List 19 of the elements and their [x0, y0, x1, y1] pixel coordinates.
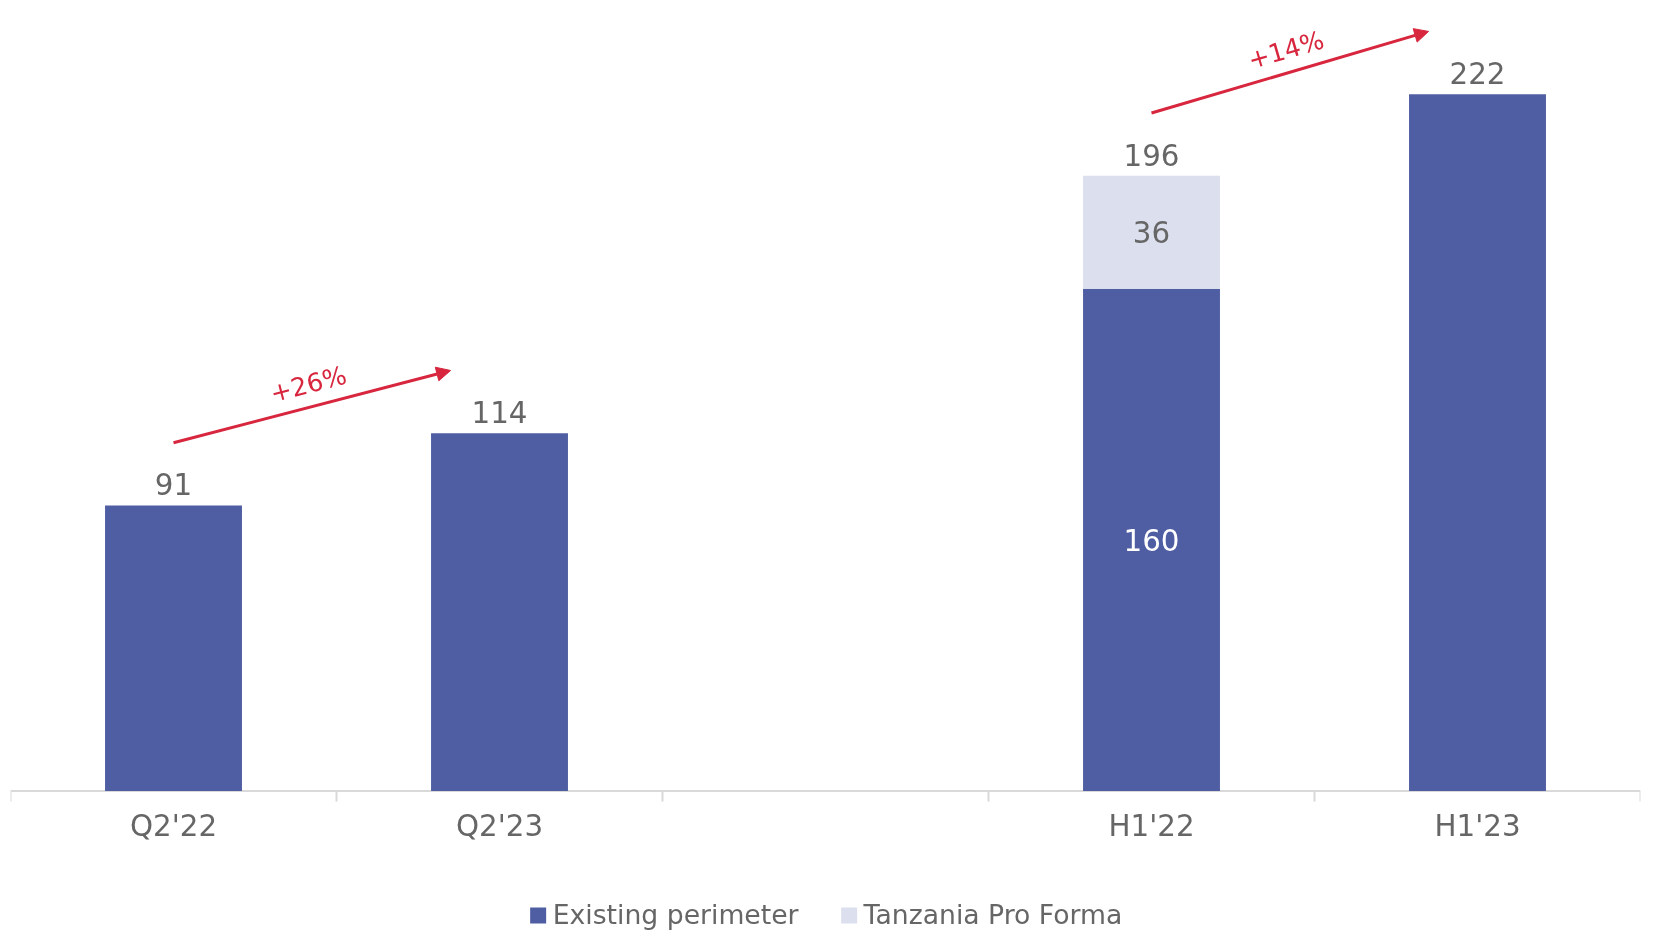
bar [431, 433, 568, 792]
annotation: +26% [267, 359, 350, 409]
x-tick-label: Q2'23 [455, 809, 544, 844]
total-label: 114 [471, 396, 528, 431]
bar [105, 505, 242, 792]
text: +14% [1244, 24, 1328, 76]
x-tick-label: Q2'22 [129, 809, 218, 844]
bar [1409, 94, 1546, 792]
x-tick-label: H1'23 [1434, 809, 1521, 844]
bar [1083, 288, 1220, 792]
total-label: 196 [1123, 138, 1180, 173]
data-label: 160 [1123, 523, 1180, 558]
total-label: 91 [154, 468, 193, 503]
x-tick-label: H1'22 [1108, 809, 1195, 844]
legend-label: Existing perimeter [552, 899, 799, 930]
legend-label: Tanzania Pro Forma [863, 899, 1123, 930]
bar [1083, 175, 1220, 289]
data-label: 36 [1132, 216, 1171, 251]
total-label: 222 [1449, 57, 1506, 92]
